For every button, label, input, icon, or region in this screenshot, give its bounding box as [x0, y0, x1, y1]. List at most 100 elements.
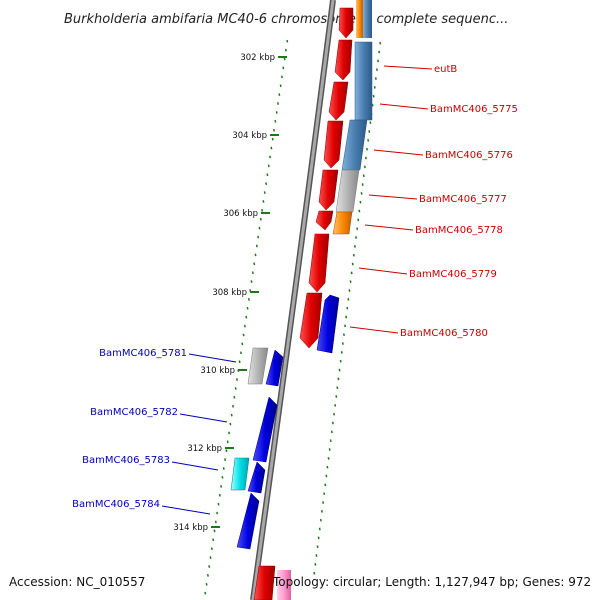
gene-block [323, 120, 344, 169]
guide-dot [209, 556, 212, 559]
guide-dot [274, 119, 277, 123]
accession-label: Accession: NC_010557 [9, 575, 145, 589]
guide-dot [267, 164, 270, 168]
guide-dot [214, 520, 217, 524]
gene-label[interactable]: BamMC406_5775 [430, 104, 518, 115]
guide-dot [324, 483, 327, 487]
guide-dot [280, 75, 283, 79]
guide-dot [366, 147, 369, 151]
gene-block [332, 211, 353, 235]
guide-dot [341, 342, 344, 345]
guide-dot [275, 111, 278, 114]
guide-dot [266, 173, 269, 177]
guide-dot [271, 137, 274, 141]
gene-leader-line [171, 461, 219, 471]
guide-dot [355, 236, 358, 239]
guide-dot [347, 298, 350, 301]
guide-dot [372, 94, 375, 98]
guide-dot [325, 474, 328, 478]
guide-dot [277, 102, 279, 105]
guide-dot [282, 66, 285, 70]
guide-dot [206, 574, 209, 577]
guide-dot [329, 439, 332, 443]
gene-block [341, 119, 368, 171]
guide-dot [342, 333, 345, 337]
guide-dot [246, 306, 249, 310]
gene-block [334, 39, 353, 81]
forward-strand-genes [253, 7, 354, 600]
gene-block [308, 233, 330, 293]
guide-dot [330, 430, 333, 434]
guide-dot [278, 93, 281, 96]
guide-dot [226, 440, 229, 444]
guide-dot [336, 386, 339, 390]
guide-dot [339, 359, 342, 363]
guide-dot [357, 218, 360, 222]
guide-dot [346, 306, 349, 310]
guide-dot [334, 404, 337, 407]
map-title: Burkholderia ambifaria MC40-6 chromosome… [64, 12, 508, 27]
guide-dot [283, 57, 286, 61]
gene-block [356, 0, 363, 38]
gene-leader-line [379, 103, 429, 110]
gene-label[interactable]: BamMC406_5781 [99, 348, 187, 359]
scale-tick-label: 306 kbp [223, 209, 258, 219]
guide-dot [361, 183, 364, 186]
guide-dot [208, 565, 211, 568]
guide-dot [362, 174, 365, 178]
gene-label[interactable]: BamMC406_5782 [90, 407, 178, 418]
gene-block [247, 461, 266, 494]
guide-dot [335, 395, 338, 398]
gene-label[interactable]: BamMC406_5783 [82, 455, 170, 466]
guide-dot [233, 395, 236, 399]
guide-dot [229, 422, 232, 426]
scale-tick-label: 308 kbp [212, 288, 247, 298]
guide-dot [373, 86, 376, 89]
gene-block [338, 7, 354, 39]
gene-label[interactable]: eutB [434, 64, 457, 75]
guide-dot [217, 502, 220, 506]
gene-leader-line [188, 353, 237, 363]
guide-dot [350, 271, 353, 275]
guide-dot [218, 493, 221, 497]
guide-dot [262, 200, 265, 203]
gene-label[interactable]: BamMC406_5777 [419, 194, 507, 205]
guide-dot [255, 244, 258, 248]
scale-ruler: 302 kbp 304 kbp 306 kbp 308 kbp 310 kbp 312 k… [173, 53, 287, 533]
gene-leader-line [383, 65, 433, 70]
guide-dot [263, 191, 266, 194]
guide-dot [253, 262, 256, 266]
guide-dot [238, 360, 241, 364]
guide-dot [364, 156, 367, 160]
gene-label[interactable]: BamMC406_5780 [400, 328, 488, 339]
gene-label[interactable]: BamMC406_5784 [72, 499, 160, 510]
gene-block [265, 349, 284, 387]
guide-dot [345, 315, 348, 319]
scale-tick-label: 310 kbp [200, 366, 235, 376]
guide-dot [224, 458, 227, 462]
guide-dot [234, 387, 237, 390]
guide-dot [242, 333, 245, 337]
gene-leader-line [364, 224, 414, 231]
guide-dot [245, 315, 248, 319]
gene-label[interactable]: BamMC406_5776 [425, 150, 513, 161]
gene-leader-line [373, 149, 424, 156]
chromosome-backbone [250, 0, 336, 600]
guide-dot [368, 130, 371, 133]
gene-label[interactable]: BamMC406_5779 [409, 269, 497, 280]
guide-dot [320, 510, 323, 513]
guide-dot [379, 41, 382, 45]
guide-dot [204, 591, 207, 595]
guide-dot [337, 377, 340, 381]
gene-label[interactable]: BamMC406_5778 [415, 225, 503, 236]
guide-dot [377, 59, 380, 63]
guide-dot [269, 155, 272, 159]
guide-dot [323, 492, 326, 496]
guide-dot [241, 342, 244, 346]
guide-dot [333, 412, 336, 416]
guide-dot [212, 538, 215, 542]
guide-dot [322, 501, 325, 504]
reverse-strand-genes [277, 0, 373, 600]
guide-dot [216, 511, 219, 515]
